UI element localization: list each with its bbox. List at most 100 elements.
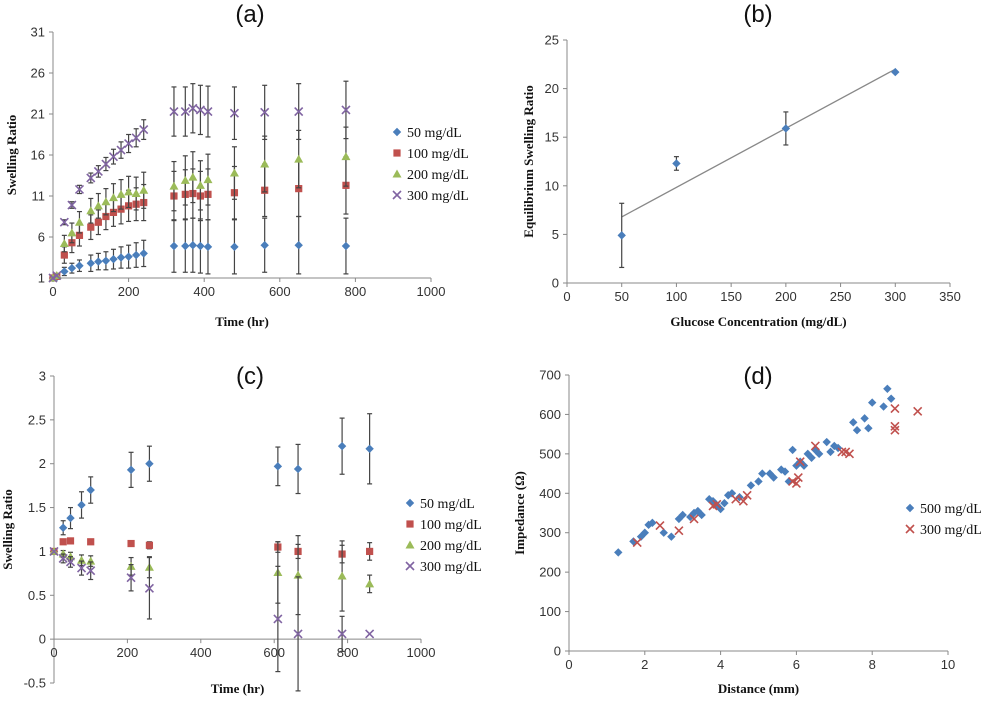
x-tick-label: 0 — [565, 657, 572, 672]
data-point — [180, 175, 190, 184]
data-point — [124, 252, 133, 261]
y-tick-label: 11 — [32, 189, 46, 204]
data-point — [108, 152, 119, 162]
data-point — [169, 181, 179, 190]
legend-a: 50 mg/dL 100 mg/dL 200 mg/dL 300 mg/dL — [392, 126, 469, 204]
x-tick-label: 250 — [830, 289, 852, 304]
data-point — [109, 254, 118, 264]
data-point-stroke — [890, 421, 900, 431]
x-tick-label: 800 — [345, 284, 367, 299]
y-tick-label: 0 — [552, 276, 559, 291]
data-point-stroke — [742, 490, 752, 500]
data-point — [203, 242, 213, 252]
data-point — [793, 472, 803, 483]
y-tick-label: 5 — [552, 227, 559, 242]
legend-marker — [405, 498, 415, 508]
data-point — [59, 239, 69, 248]
data-point — [58, 523, 68, 532]
data-point — [230, 242, 239, 252]
panel-label-c: (c) — [236, 363, 264, 390]
y-axis-title-c: Swelling Ratio — [0, 489, 15, 570]
data-point — [795, 457, 805, 467]
legend-label: 100 mg/dL — [407, 147, 469, 162]
data-point-stroke — [203, 106, 213, 117]
x-tick-label: 600 — [263, 645, 285, 660]
data-point — [74, 184, 85, 195]
data-point — [77, 500, 86, 510]
data-point — [124, 138, 134, 149]
data-point — [810, 441, 820, 451]
data-point — [849, 418, 858, 427]
data-point-stroke — [844, 449, 855, 459]
series-c-3 — [49, 546, 375, 692]
data-point — [203, 175, 213, 184]
y-tick-label: 10 — [545, 178, 559, 193]
data-point-stroke — [795, 457, 805, 467]
legend-marker — [905, 524, 915, 534]
data-point — [196, 241, 205, 251]
data-point — [87, 223, 95, 231]
legend-marker — [405, 561, 415, 571]
chart-d: (d) 0 100 200 300 400 500 600 700 0 2 4 6 8 10 Distance… — [512, 363, 982, 696]
data-point-stroke — [294, 106, 304, 117]
data-point — [60, 251, 68, 259]
y-tick-label: 300 — [539, 525, 561, 540]
series-a-2 — [48, 126, 351, 282]
data-point — [86, 206, 96, 215]
data-point — [720, 498, 729, 508]
legend-label: 200 mg/dL — [407, 168, 469, 183]
data-point — [746, 481, 756, 490]
data-point — [640, 528, 649, 537]
data-point — [890, 403, 900, 414]
data-point-stroke — [632, 538, 642, 548]
data-point-stroke — [788, 476, 798, 487]
data-point — [674, 514, 684, 524]
series-b-0 — [617, 67, 900, 269]
data-point — [294, 106, 304, 117]
data-point — [655, 521, 665, 531]
data-point — [780, 467, 790, 476]
data-point — [727, 489, 737, 498]
data-point — [94, 257, 103, 266]
data-point — [181, 241, 190, 251]
data-point — [341, 105, 351, 115]
data-point — [180, 106, 190, 117]
data-point — [126, 573, 136, 583]
data-point — [648, 518, 657, 528]
data-point — [101, 256, 111, 265]
data-point — [116, 189, 126, 198]
data-point — [67, 263, 77, 273]
data-point-stroke — [890, 403, 900, 414]
data-point — [127, 539, 135, 548]
data-point — [365, 444, 374, 454]
data-point — [86, 173, 96, 183]
y-tick-label: 400 — [539, 486, 561, 501]
data-point — [742, 490, 752, 500]
data-point — [260, 241, 269, 250]
y-tick-label: 1 — [38, 271, 45, 286]
data-point — [59, 217, 69, 227]
legend-label: 300 mg/dL — [420, 560, 482, 575]
data-point — [273, 462, 283, 471]
data-point — [868, 398, 877, 407]
y-tick-label: 100 — [539, 604, 561, 619]
data-point-stroke — [791, 478, 801, 488]
data-point — [93, 201, 103, 210]
series-a-0 — [48, 215, 351, 283]
series-c-0 — [49, 413, 374, 556]
series-d-1 — [632, 403, 923, 548]
data-point — [617, 231, 626, 240]
data-point — [116, 253, 126, 262]
data-point — [260, 107, 270, 117]
data-point — [659, 528, 668, 537]
legend-d: 500 mg/dL 300 mg/dL — [905, 502, 982, 538]
x-tick-label: 400 — [193, 284, 215, 299]
legend-label: 50 mg/dL — [407, 126, 462, 141]
data-point — [116, 145, 126, 155]
data-point — [139, 249, 148, 258]
data-point-stroke — [793, 472, 803, 483]
data-point — [632, 538, 642, 548]
legend-marker-stroke — [405, 561, 415, 571]
data-point — [66, 537, 75, 545]
y-tick-label: 1 — [39, 544, 46, 559]
